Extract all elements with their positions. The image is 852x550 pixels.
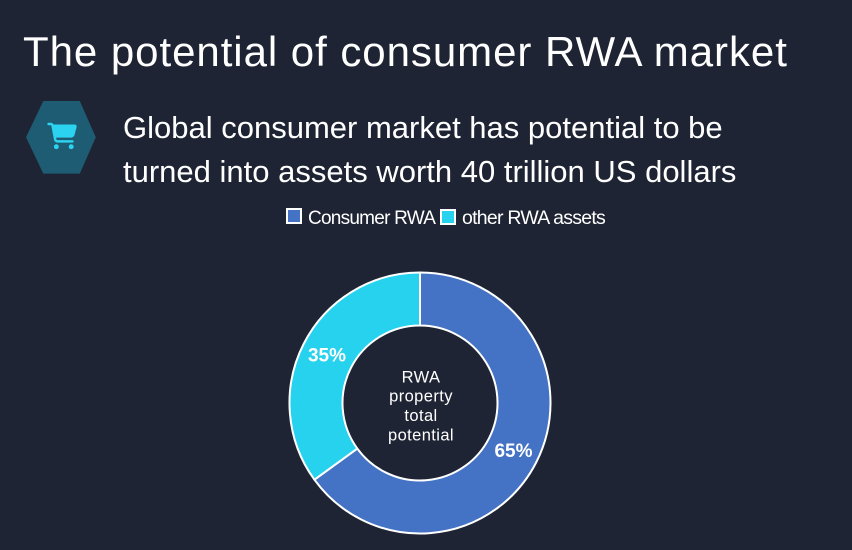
svg-text:potential: potential (388, 426, 454, 444)
svg-text:RWA: RWA (402, 368, 441, 386)
svg-text:35%: 35% (308, 346, 346, 367)
svg-text:property: property (389, 388, 453, 406)
svg-text:total: total (404, 407, 437, 425)
svg-text:65%: 65% (494, 441, 532, 462)
